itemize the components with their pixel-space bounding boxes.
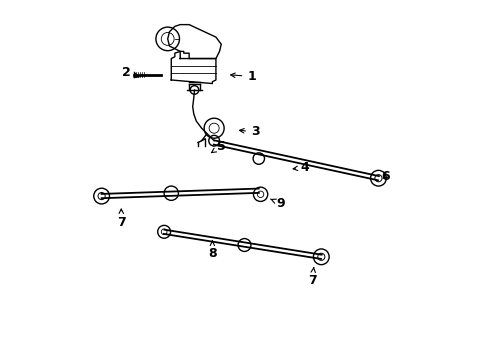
Text: 5: 5 (211, 140, 225, 153)
Text: 4: 4 (292, 161, 309, 174)
Text: 7: 7 (117, 209, 125, 229)
Text: 2: 2 (122, 66, 139, 79)
Text: 7: 7 (307, 267, 316, 287)
Text: 6: 6 (381, 170, 389, 183)
Text: 8: 8 (207, 241, 216, 260)
Text: 1: 1 (230, 70, 256, 83)
Text: 3: 3 (239, 125, 259, 138)
Text: 9: 9 (270, 197, 284, 210)
